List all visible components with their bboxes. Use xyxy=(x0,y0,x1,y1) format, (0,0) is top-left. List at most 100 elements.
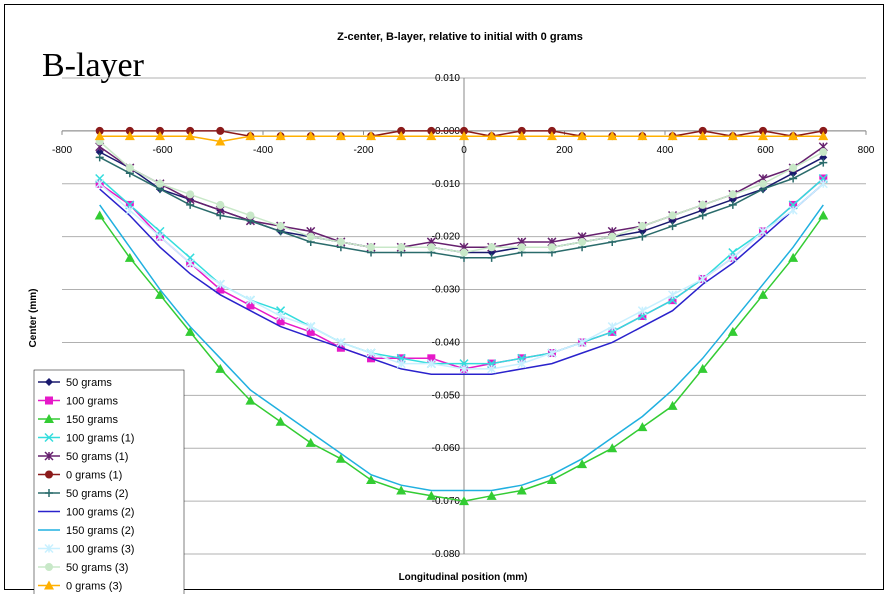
y-axis-label: Center (mm) xyxy=(28,289,39,348)
data-point xyxy=(124,252,135,262)
data-point xyxy=(245,295,255,305)
data-point xyxy=(727,131,738,141)
series-group xyxy=(95,148,828,257)
data-point xyxy=(516,485,527,495)
data-point xyxy=(186,200,195,209)
data-point xyxy=(546,474,557,484)
data-point xyxy=(607,443,618,453)
data-point xyxy=(185,326,196,336)
legend-marker xyxy=(45,378,53,386)
legend-label: 50 grams (1) xyxy=(66,451,128,463)
data-point xyxy=(426,131,437,141)
x-tick-label: 600 xyxy=(757,145,774,156)
data-point xyxy=(486,131,497,141)
series-line xyxy=(99,204,824,492)
data-point xyxy=(185,258,195,268)
data-point xyxy=(577,337,587,347)
data-point xyxy=(306,322,316,332)
data-point xyxy=(275,416,286,426)
data-point xyxy=(125,205,135,215)
data-point xyxy=(216,126,225,135)
legend-label: 0 grams (3) xyxy=(66,581,122,593)
data-point xyxy=(517,126,526,135)
legend-item: 100 grams xyxy=(38,396,118,408)
data-point xyxy=(819,148,828,157)
data-point xyxy=(516,131,527,141)
data-point xyxy=(638,232,647,241)
data-point xyxy=(757,131,768,141)
legend-marker xyxy=(44,432,54,443)
data-point xyxy=(95,148,104,157)
data-point xyxy=(426,490,437,500)
data-point xyxy=(246,211,255,220)
data-point xyxy=(460,126,468,135)
data-point xyxy=(547,126,556,135)
y-tick-label: -0.080 xyxy=(432,549,461,560)
series-line xyxy=(99,151,824,254)
data-point xyxy=(335,131,346,141)
data-point xyxy=(607,131,618,141)
data-point xyxy=(459,131,469,141)
legend-label: 100 grams xyxy=(66,396,118,408)
data-point xyxy=(547,348,557,358)
data-point xyxy=(607,322,617,332)
series-group xyxy=(95,126,828,141)
data-point xyxy=(668,222,677,231)
data-point xyxy=(789,163,798,172)
legend-label: 50 grams (3) xyxy=(66,562,128,574)
data-point xyxy=(547,243,556,252)
series-group xyxy=(95,137,828,257)
data-point xyxy=(698,211,707,220)
legend-item: 50 grams (1) xyxy=(38,451,128,463)
data-point xyxy=(95,126,104,135)
data-point xyxy=(215,279,225,289)
legend-item: 50 grams (3) xyxy=(38,562,128,574)
data-point xyxy=(577,131,588,141)
x-tick-label: -800 xyxy=(52,145,72,156)
y-tick-label: -0.010 xyxy=(432,179,461,190)
data-point xyxy=(397,126,406,135)
data-point xyxy=(155,126,164,135)
legend-label: 0 grams (1) xyxy=(66,470,122,482)
data-point xyxy=(727,326,738,336)
x-tick-label: 800 xyxy=(858,145,875,156)
data-point xyxy=(275,131,286,141)
data-point xyxy=(95,179,105,189)
x-tick-label: 400 xyxy=(657,145,674,156)
data-point xyxy=(396,131,407,141)
data-point xyxy=(668,290,678,300)
legend-item: 50 grams (2) xyxy=(38,488,128,500)
x-axis-label: Longitudinal position (mm) xyxy=(399,572,528,583)
data-point xyxy=(124,131,135,141)
legend-label: 100 grams (2) xyxy=(66,507,134,519)
data-point xyxy=(246,301,255,310)
legend-marker xyxy=(44,414,54,423)
data-point xyxy=(185,131,196,141)
data-point xyxy=(245,131,256,141)
y-tick-label: -0.060 xyxy=(432,443,461,454)
data-point xyxy=(336,337,346,347)
data-point xyxy=(698,126,707,135)
data-point xyxy=(186,126,195,135)
y-tick-label: -0.070 xyxy=(432,496,461,507)
data-point xyxy=(459,364,469,374)
data-point xyxy=(577,459,588,469)
legend-item: 100 grams (1) xyxy=(38,433,134,445)
legend-item: 0 grams (3) xyxy=(38,580,122,593)
data-point xyxy=(245,395,256,405)
data-point xyxy=(819,126,828,135)
y-tick-label: -0.020 xyxy=(432,232,461,243)
data-point xyxy=(728,200,737,209)
legend-box xyxy=(33,369,185,594)
data-point xyxy=(216,211,225,220)
data-point xyxy=(818,210,829,220)
data-point xyxy=(427,243,436,252)
data-point xyxy=(459,496,469,506)
series-group xyxy=(99,183,824,375)
data-point xyxy=(94,210,105,220)
legend-item: 100 grams (2) xyxy=(38,507,134,519)
data-point xyxy=(154,131,165,141)
legend-marker xyxy=(45,563,53,571)
data-point xyxy=(668,211,677,220)
